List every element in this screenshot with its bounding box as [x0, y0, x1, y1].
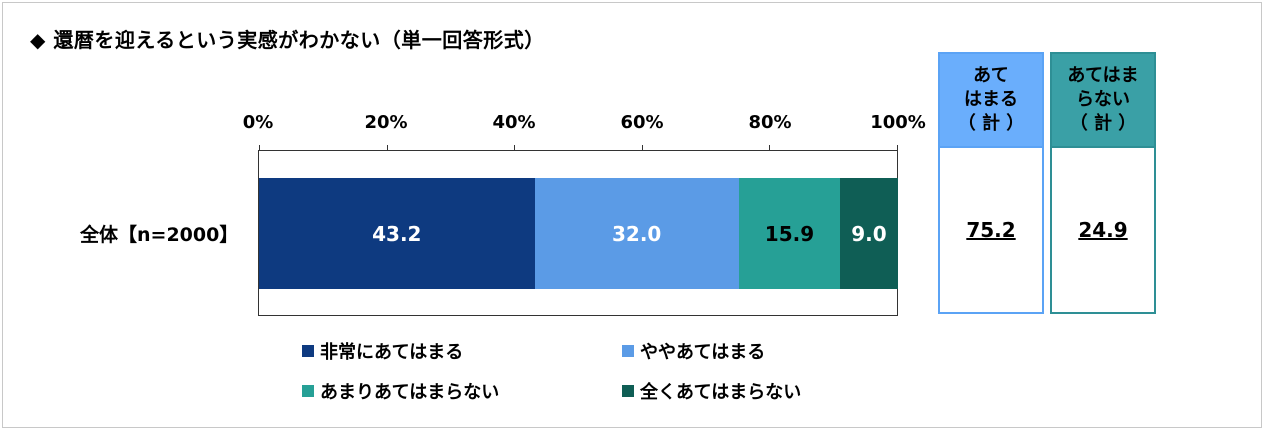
data-label: 15.9 — [764, 221, 815, 246]
legend-label: 全くあてはまらない — [640, 382, 802, 403]
x-tick-label: 100% — [870, 112, 926, 133]
summary-header: あてはまる （ 計 ） — [940, 54, 1042, 148]
summary-box: あてはまる （ 計 ） 75.2 — [938, 52, 1044, 314]
legend-item: 非常にあてはまる — [302, 338, 463, 364]
bar-segment: 32.0 — [534, 178, 739, 289]
summary-header: あてはまらない （ 計 ） — [1052, 54, 1154, 148]
summary-header-line: あてはま — [1067, 65, 1139, 86]
legend-item: あまりあてはまらない — [302, 378, 499, 404]
data-label: 9.0 — [851, 221, 887, 246]
bar-segment: 15.9 — [738, 178, 841, 289]
legend-swatch — [622, 385, 634, 397]
summary-header-line: らない — [1076, 89, 1130, 110]
summary-header-line: はまる — [963, 89, 1018, 110]
legend-swatch — [622, 345, 634, 357]
x-tick-label: 0% — [242, 112, 274, 133]
x-tick-mark — [514, 145, 516, 151]
x-tick-label: 60% — [620, 112, 664, 133]
summary-box: あてはまらない （ 計 ） 24.9 — [1050, 52, 1156, 314]
legend-swatch — [302, 385, 314, 397]
x-tick-label: 20% — [364, 112, 408, 133]
x-tick-label: 40% — [492, 112, 536, 133]
summary-value: 24.9 — [1078, 218, 1128, 242]
legend-swatch — [302, 345, 314, 357]
bar-segment: 9.0 — [840, 178, 898, 289]
chart-title: ◆ 還暦を迎えるという実感がわかない（単一回答形式） — [30, 28, 545, 52]
x-tick-mark — [259, 145, 260, 151]
plot-area: 43.2 32.0 15.9 9.0 — [258, 145, 898, 316]
summary-header-line: （ 計 ） — [1069, 113, 1137, 134]
x-tick-label: 80% — [748, 112, 792, 133]
x-tick-mark — [769, 145, 771, 151]
summary-header-line: （ 計 ） — [957, 113, 1025, 134]
data-label: 43.2 — [372, 221, 422, 246]
legend-label: ややあてはまる — [640, 342, 766, 363]
bar-segment: 43.2 — [259, 178, 535, 289]
data-label: 32.0 — [612, 221, 662, 246]
x-tick-mark — [386, 145, 388, 151]
legend-item: 全くあてはまらない — [622, 378, 801, 404]
legend-label: 非常にあてはまる — [320, 342, 464, 363]
x-tick-mark — [897, 145, 898, 151]
legend-label: あまりあてはまらない — [320, 382, 500, 403]
category-label: 全体【n=2000】 — [80, 224, 239, 246]
summary-header-line: あて — [973, 65, 1009, 86]
x-tick-mark — [641, 145, 643, 151]
summary-value: 75.2 — [966, 218, 1016, 242]
legend-item: ややあてはまる — [622, 338, 765, 364]
